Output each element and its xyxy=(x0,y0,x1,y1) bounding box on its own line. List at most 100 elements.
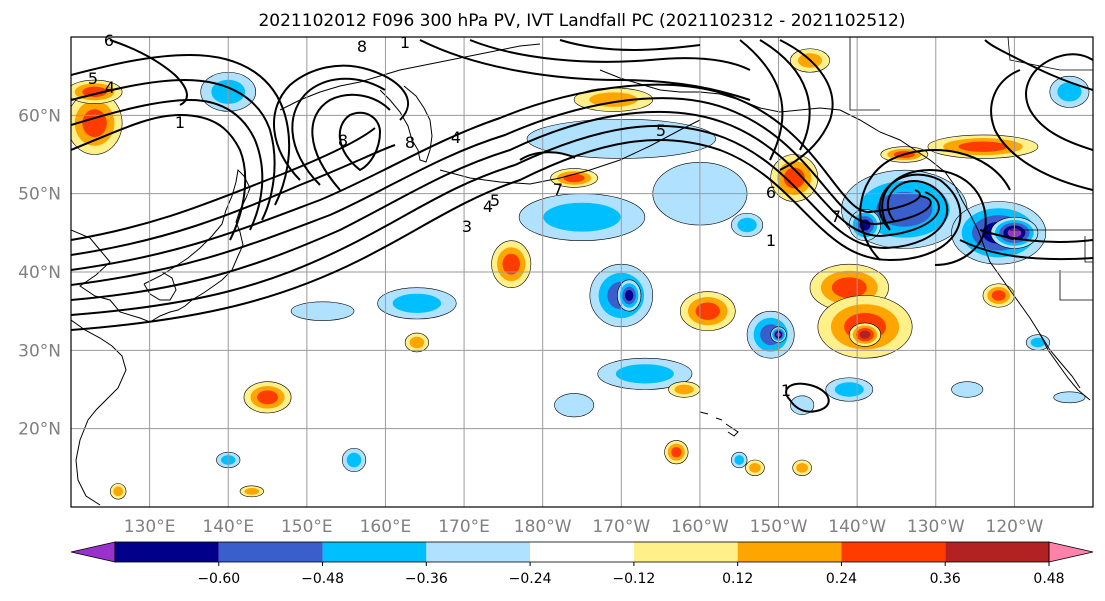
pc-anomaly-patch xyxy=(257,390,279,405)
pc-anomaly-patch xyxy=(831,277,867,299)
pc-anomaly-patch xyxy=(244,487,260,495)
lat-tick-label: 60°N xyxy=(18,106,61,126)
pv-contour-label: 8 xyxy=(405,133,415,152)
pc-anomaly-patch xyxy=(543,202,621,232)
lon-tick-label: 170°W xyxy=(592,517,650,537)
lon-tick-label: 130°E xyxy=(124,517,176,537)
pc-anomaly-patch xyxy=(859,330,871,339)
colorbar-extend-min xyxy=(70,541,116,563)
lon-tick-label: 120°W xyxy=(986,517,1044,537)
colorbar-tick-label: −0.24 xyxy=(509,571,552,587)
colorbar-swatch xyxy=(737,542,842,562)
pv-contour-label: 4 xyxy=(451,128,461,147)
colorbar-tick-label: 0.12 xyxy=(722,571,753,587)
lat-tick-label: 20°N xyxy=(18,420,61,440)
colorbar-extend-max xyxy=(1048,541,1094,563)
pc-anomaly-patch xyxy=(834,382,864,397)
country-borders xyxy=(849,37,1093,301)
coastline-aleutians xyxy=(439,119,701,185)
pc-anomaly-patch xyxy=(615,364,674,384)
pc-anomaly-patch xyxy=(113,486,124,497)
pc-anomaly-patch xyxy=(790,395,815,415)
colorbar-swatch xyxy=(633,542,738,562)
pc-anomaly-patch xyxy=(876,191,933,227)
lat-tick-label: 30°N xyxy=(18,341,61,361)
pv-contour-label: 4 xyxy=(105,78,115,97)
map-frame xyxy=(70,36,1094,508)
colorbar-swatch xyxy=(945,542,1049,562)
pv-contour-label: 8 xyxy=(357,37,367,56)
colorbar-swatch xyxy=(841,542,946,562)
pc-anomaly-patch xyxy=(695,302,721,320)
coastline-east-asia-2 xyxy=(71,319,127,506)
colorbar-tick-label: 0.48 xyxy=(1033,571,1064,587)
coastline-baja xyxy=(1039,333,1081,389)
pv-contour-label: 6 xyxy=(104,31,114,50)
pc-anomaly-patch xyxy=(346,452,362,468)
lon-tick-label: 140°E xyxy=(202,517,254,537)
pv-contour-label: 6 xyxy=(766,183,776,202)
colorbar-swatch xyxy=(530,542,634,562)
pc-anomaly-patch xyxy=(671,446,682,458)
longitude-tick-labels: 130°E 140°E 150°E 160°E 170°E 180°W 170°W 160°W… xyxy=(124,517,1044,537)
pc-anomaly-patch xyxy=(796,463,808,473)
pc-anomaly-patch xyxy=(589,92,638,107)
pv-contour-label: 8 xyxy=(338,131,348,150)
coastline-kamchatka xyxy=(379,85,433,163)
pc-anomaly-patch xyxy=(625,290,634,301)
colorbar-swatch xyxy=(322,542,427,562)
lon-tick-label: 180°W xyxy=(514,517,572,537)
pv-contours xyxy=(71,39,1093,413)
pc-anomaly-patch xyxy=(734,455,745,465)
pc-anomaly-patch xyxy=(392,293,442,313)
latitude-tick-labels: 20°N 30°N 40°N 50°N 60°N xyxy=(18,106,61,439)
pv-contour-label: 7 xyxy=(553,180,563,199)
pc-anomaly-patch xyxy=(958,141,1008,152)
colorbar-tick-label: −0.60 xyxy=(197,571,240,587)
colorbar-swatch xyxy=(218,542,323,562)
pc-anomaly-patch xyxy=(1030,337,1046,348)
pv-contour-label: 1 xyxy=(175,113,185,132)
pc-anomaly-patch xyxy=(82,86,107,98)
coastline-siberia xyxy=(279,43,541,111)
pv-contour-label: 1 xyxy=(400,33,410,52)
pc-anomaly-patch xyxy=(409,336,425,349)
pc-anomaly-patch xyxy=(502,253,520,275)
pc-anomaly-patch xyxy=(674,384,694,395)
pc-anomaly-patch xyxy=(783,167,805,189)
colorbar-swatch xyxy=(115,542,219,562)
pv-contour-label: 4 xyxy=(483,197,493,216)
colorbar: −0.60 −0.48 −0.36 −0.24 −0.12 0.12 0.24 0.36 0.4… xyxy=(70,541,1094,587)
pc-anomaly-patch xyxy=(1057,82,1082,102)
lon-tick-label: 170°E xyxy=(438,517,490,537)
pc-anomaly-patch xyxy=(82,109,107,138)
lon-tick-label: 150°W xyxy=(750,517,808,537)
lon-tick-label: 150°E xyxy=(281,517,333,537)
pv-contour-label: 1 xyxy=(781,381,791,400)
colorbar-swatch xyxy=(426,542,531,562)
colorbar-tick-label: −0.12 xyxy=(612,571,655,587)
colorbar-tick-label: −0.36 xyxy=(405,571,448,587)
pc-anomaly-patch xyxy=(290,301,355,321)
pv-contour-label: 1 xyxy=(766,231,776,250)
coastline-hawaii xyxy=(699,411,739,437)
pc-anomaly-patch xyxy=(749,463,761,473)
pc-anomaly-patch xyxy=(951,381,984,398)
colorbar-tick-label: 0.36 xyxy=(930,571,961,587)
lat-tick-label: 40°N xyxy=(18,263,61,283)
lon-tick-label: 140°W xyxy=(828,517,886,537)
colorbar-frame xyxy=(114,541,1050,563)
lon-tick-label: 160°W xyxy=(671,517,729,537)
figure-title: 2021102012 F096 300 hPa PV, IVT Landfall… xyxy=(258,11,905,31)
pv-contour-label: 5 xyxy=(656,121,666,140)
pc-anomaly-patch xyxy=(563,173,585,183)
lon-tick-label: 160°E xyxy=(360,517,412,537)
pc-anomaly-patch xyxy=(991,290,1006,301)
pc-anomaly-patch xyxy=(1053,391,1086,404)
pv-contour-label: 3 xyxy=(462,217,472,236)
pv-contour-label: 7 xyxy=(831,207,841,226)
pv-contour-label: 5 xyxy=(490,191,500,210)
colorbar-tick-label: −0.48 xyxy=(301,571,344,587)
